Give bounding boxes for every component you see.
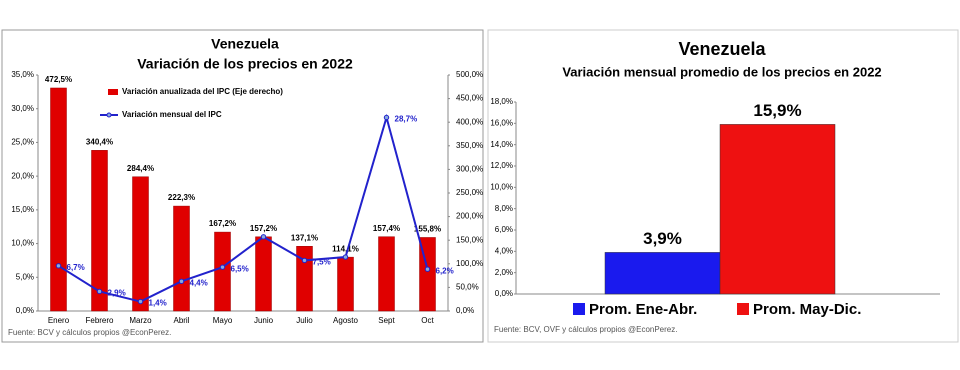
legend-swatch	[108, 89, 118, 95]
y2-tick-label: 350,0%	[456, 141, 483, 150]
y-tick-label: 5,0%	[16, 272, 34, 281]
bar	[173, 205, 190, 312]
y-tick-label: 0,0%	[16, 306, 34, 315]
bar	[255, 236, 272, 312]
point	[424, 266, 431, 272]
y2-tick-label: 250,0%	[456, 188, 483, 197]
y-tick-label: 12,0%	[490, 161, 513, 170]
x-tick-label: Abril	[173, 316, 189, 325]
bar-value-label: 157,2%	[250, 224, 277, 233]
bar-value-label: 114,1%	[332, 244, 359, 253]
y-tick-label: 20,0%	[11, 171, 34, 180]
chart-title: Venezuela	[678, 39, 766, 59]
bar	[214, 231, 231, 312]
legend-swatch	[573, 303, 585, 315]
bar-value-label: 340,4%	[86, 137, 113, 146]
bar	[604, 252, 721, 295]
legend-label: Variación mensual del IPC	[122, 110, 222, 119]
left-panel	[1, 29, 484, 343]
bar	[296, 246, 313, 312]
legend-label: Prom. May-Dic.	[753, 301, 861, 318]
y-tick-label: 16,0%	[490, 118, 513, 127]
point	[137, 298, 144, 305]
y-tick-label: 10,0%	[490, 182, 513, 191]
point-value-label: 1,4%	[149, 299, 167, 308]
point-value-label: 6,2%	[436, 266, 454, 275]
y2-tick-label: 450,0%	[456, 94, 483, 103]
y-tick-label: 4,0%	[495, 246, 513, 255]
point	[260, 234, 267, 240]
y-tick-label: 0,0%	[495, 289, 513, 298]
point-value-label: 2,9%	[108, 289, 126, 298]
point	[383, 114, 390, 121]
bar-value-label: 15,9%	[753, 101, 801, 120]
legend-marker	[106, 112, 112, 118]
bar-value-label: 284,4%	[127, 164, 154, 173]
x-tick-label: Oct	[421, 316, 434, 325]
point-value-label: 4,4%	[190, 278, 208, 287]
point-value-label: 28,7%	[395, 115, 418, 124]
y-tick-label: 25,0%	[11, 138, 34, 147]
bar-value-label: 137,1%	[291, 233, 318, 242]
source-note: Fuente: BCV, OVF y cálculos propios @Eco…	[494, 325, 677, 334]
y2-tick-label: 300,0%	[456, 165, 483, 174]
y-tick-label: 2,0%	[495, 268, 513, 277]
y2-tick-label: 0,0%	[456, 306, 474, 315]
point	[55, 263, 62, 269]
x-tick-label: Marzo	[129, 316, 152, 325]
y-tick-label: 10,0%	[11, 239, 34, 248]
y2-tick-label: 50,0%	[456, 283, 479, 292]
legend-swatch	[737, 303, 749, 315]
x-tick-label: Julio	[296, 316, 313, 325]
x-tick-label: Sept	[378, 316, 395, 325]
y2-tick-label: 500,0%	[456, 70, 483, 79]
line	[57, 113, 429, 303]
point	[301, 257, 308, 264]
y-tick-label: 35,0%	[11, 70, 34, 79]
point-value-label: 6,7%	[67, 263, 85, 272]
bar	[719, 124, 836, 295]
point	[178, 278, 185, 285]
point-value-label: 7,5%	[313, 258, 331, 267]
y-tick-label: 18,0%	[490, 97, 513, 106]
bar	[50, 87, 67, 312]
point-value-label: 6,5%	[231, 264, 249, 273]
x-tick-label: Mayo	[213, 316, 233, 325]
point	[342, 254, 349, 260]
bar	[91, 150, 108, 312]
chart-title: Venezuela	[211, 36, 279, 52]
bar-value-label: 167,2%	[209, 219, 236, 228]
bar	[337, 256, 354, 312]
bar-value-label: 155,8%	[414, 225, 441, 234]
y2-tick-label: 150,0%	[456, 235, 483, 244]
bar-value-label: 3,9%	[643, 229, 682, 248]
legend-label: Variación anualizada del IPC (Eje derech…	[122, 87, 283, 96]
legend-label: Prom. Ene-Abr.	[589, 301, 697, 318]
y-tick-label: 15,0%	[11, 205, 34, 214]
x-tick-label: Febrero	[85, 316, 114, 325]
y-tick-label: 30,0%	[11, 104, 34, 113]
y2-tick-label: 400,0%	[456, 117, 483, 126]
bar-value-label: 472,5%	[45, 75, 72, 84]
bar	[378, 236, 395, 312]
x-tick-label: Enero	[48, 316, 70, 325]
x-tick-label: Junio	[254, 316, 274, 325]
point	[219, 264, 226, 270]
bar-value-label: 222,3%	[168, 193, 195, 202]
y2-tick-label: 200,0%	[456, 212, 483, 221]
y2-tick-label: 100,0%	[456, 259, 483, 268]
y-tick-label: 14,0%	[490, 140, 513, 149]
chart-subtitle: Variación mensual promedio de los precio…	[562, 64, 881, 79]
chart-subtitle: Variación de los precios en 2022	[137, 56, 353, 72]
y-tick-label: 6,0%	[495, 225, 513, 234]
bar-value-label: 157,4%	[373, 224, 400, 233]
bar	[132, 176, 149, 312]
source-note: Fuente: BCV y cálculos propios @EconPere…	[8, 328, 171, 337]
x-tick-label: Agosto	[333, 316, 358, 325]
point	[96, 288, 103, 295]
y-tick-label: 8,0%	[495, 204, 513, 213]
